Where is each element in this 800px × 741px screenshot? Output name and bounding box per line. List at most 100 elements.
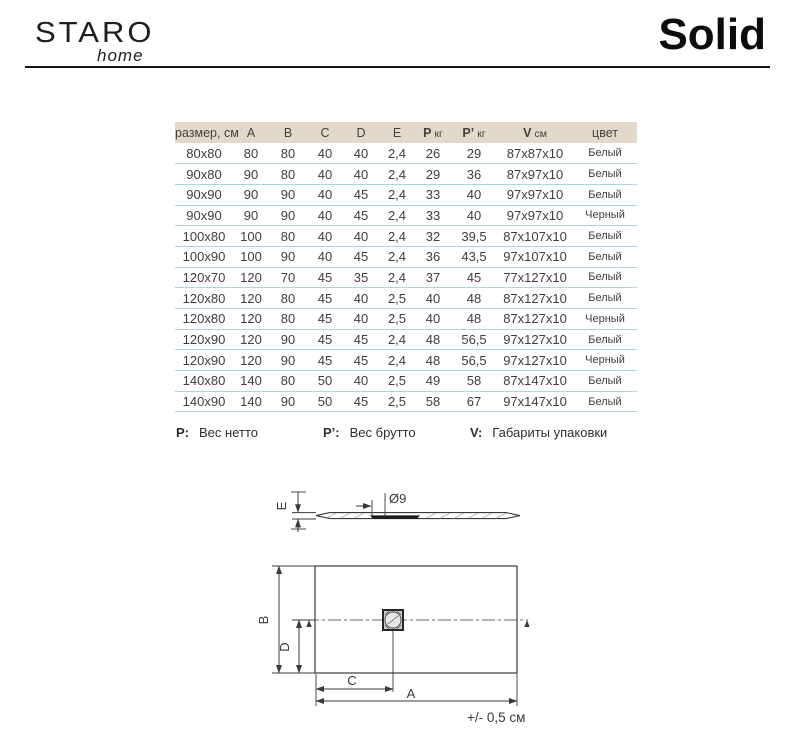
legend-item-net: P: Вес нетто — [176, 425, 258, 440]
table-cell: 87x127x10 — [497, 308, 573, 330]
table-row: 100x80 100 80 40 40 2,4 32 39,5 87x107x10 Белый — [175, 225, 637, 247]
drain-y-label: D — [277, 642, 292, 651]
table-cell: Белый — [573, 370, 637, 392]
table-cell: 40 — [415, 308, 451, 330]
table-cell: 45 — [343, 349, 379, 372]
table-cell: 90 — [269, 246, 307, 268]
table-cell: 37 — [415, 267, 451, 289]
table-cell: 90 — [269, 329, 307, 351]
table-cell: 97x127x10 — [497, 329, 573, 351]
spec-table-body: 80x80 80 80 40 40 2,4 26 29 87x87x10 Белый 90x80 90… — [175, 143, 637, 413]
table-cell: 120 — [233, 287, 269, 309]
table-cell: 56,5 — [451, 349, 497, 372]
table-cell: 80 — [269, 287, 307, 309]
table-row: 120x90 120 90 45 45 2,4 48 56,5 97x127x10 Черный — [175, 349, 637, 372]
table-cell: 97x147x10 — [497, 391, 573, 413]
table-cell: 80 — [269, 225, 307, 247]
table-row: 90x90 90 90 40 45 2,4 33 40 97x97x10 Черный — [175, 205, 637, 227]
table-row: 80x80 80 80 40 40 2,4 26 29 87x87x10 Белый — [175, 143, 637, 165]
table-cell: 70 — [269, 267, 307, 289]
table-row: 120x80 120 80 45 40 2,5 40 48 87x127x10 Белый — [175, 287, 637, 309]
table-cell: Белый — [573, 163, 637, 185]
table-cell: 80 — [233, 143, 269, 165]
table-cell: 80x80 — [175, 143, 233, 165]
table-cell: 100x90 — [175, 246, 233, 268]
table-row: 120x70 120 70 45 35 2,4 37 45 77x127x10 Белый — [175, 267, 637, 289]
table-cell: 80 — [269, 163, 307, 185]
brand-logo-secondary: home — [97, 46, 144, 65]
drain-section — [370, 515, 420, 519]
table-cell: 2,4 — [379, 205, 415, 227]
table-cell: Белый — [573, 143, 637, 165]
table-cell: Белый — [573, 329, 637, 351]
table-cell: 45 — [307, 329, 343, 351]
table-cell: Белый — [573, 225, 637, 247]
table-cell: 90x90 — [175, 184, 233, 206]
tolerance-note: +/- 0,5 см — [467, 710, 525, 725]
table-row: 140x80 140 80 50 40 2,5 49 58 87x147x10 Белый — [175, 370, 637, 392]
table-cell: 87x87x10 — [497, 143, 573, 165]
table-cell: 48 — [415, 329, 451, 351]
product-title: Solid — [658, 10, 766, 59]
table-cell: 100 — [233, 246, 269, 268]
table-cell: 120x80 — [175, 287, 233, 309]
table-cell: 40 — [343, 308, 379, 330]
table-cell: 90 — [233, 205, 269, 227]
table-cell: 40 — [343, 225, 379, 247]
top-view-drawing — [272, 565, 530, 706]
column-header-b: B — [269, 122, 307, 143]
table-cell: 45 — [343, 246, 379, 268]
table-cell: 32 — [415, 225, 451, 247]
table-cell: 33 — [415, 205, 451, 227]
table-cell: 29 — [451, 143, 497, 165]
table-cell: 40 — [415, 287, 451, 309]
table-row: 90x90 90 90 40 45 2,4 33 40 97x97x10 Белый — [175, 184, 637, 206]
table-cell: 45 — [307, 267, 343, 289]
table-cell: 2,5 — [379, 370, 415, 392]
table-cell: Белый — [573, 287, 637, 309]
tray-profile — [315, 512, 521, 520]
legend: P: Вес нетто P’: Вес брутто V: Габариты упа… — [0, 425, 800, 441]
legend-item-package: V: Габариты упаковки — [470, 425, 608, 440]
table-cell: 97x107x10 — [497, 246, 573, 268]
table-cell: 90 — [269, 349, 307, 372]
table-cell: 87x127x10 — [497, 287, 573, 309]
table-cell: 2,5 — [379, 287, 415, 309]
table-cell: Черный — [573, 205, 637, 227]
table-cell: 90 — [269, 391, 307, 413]
table-cell: 40 — [343, 143, 379, 165]
column-header-d: D — [343, 122, 379, 143]
table-cell: 87x97x10 — [497, 163, 573, 185]
table-cell: 120 — [233, 349, 269, 372]
table-cell: 45 — [307, 308, 343, 330]
table-cell: 45 — [343, 329, 379, 351]
table-cell: 90x90 — [175, 205, 233, 227]
table-cell: 2,4 — [379, 349, 415, 372]
table-cell: 100 — [233, 225, 269, 247]
table-cell: 40 — [343, 287, 379, 309]
table-cell: 87x147x10 — [497, 370, 573, 392]
table-cell: 58 — [451, 370, 497, 392]
table-cell: Черный — [573, 308, 637, 330]
table-cell: 2,4 — [379, 163, 415, 185]
width-label: A — [407, 686, 416, 701]
table-cell: 36 — [451, 163, 497, 185]
table-cell: Черный — [573, 349, 637, 372]
column-header-color: цвет — [573, 122, 637, 143]
table-cell: 67 — [451, 391, 497, 413]
table-cell: 40 — [451, 205, 497, 227]
centerline-arrow-left — [306, 620, 312, 627]
table-cell: 40 — [307, 246, 343, 268]
table-row: 120x80 120 80 45 40 2,5 40 48 87x127x10 Черный — [175, 308, 637, 330]
table-cell: 45 — [307, 349, 343, 372]
table-cell: 120x90 — [175, 349, 233, 372]
table-cell: 140x90 — [175, 391, 233, 413]
table-cell: 39,5 — [451, 225, 497, 247]
table-cell: 140 — [233, 391, 269, 413]
brand-logo-primary: STARO — [35, 16, 155, 49]
table-cell: 29 — [415, 163, 451, 185]
table-row: 120x90 120 90 45 45 2,4 48 56,5 97x127x10 Белый — [175, 329, 637, 351]
table-cell: 26 — [415, 143, 451, 165]
table-cell: 120x80 — [175, 308, 233, 330]
